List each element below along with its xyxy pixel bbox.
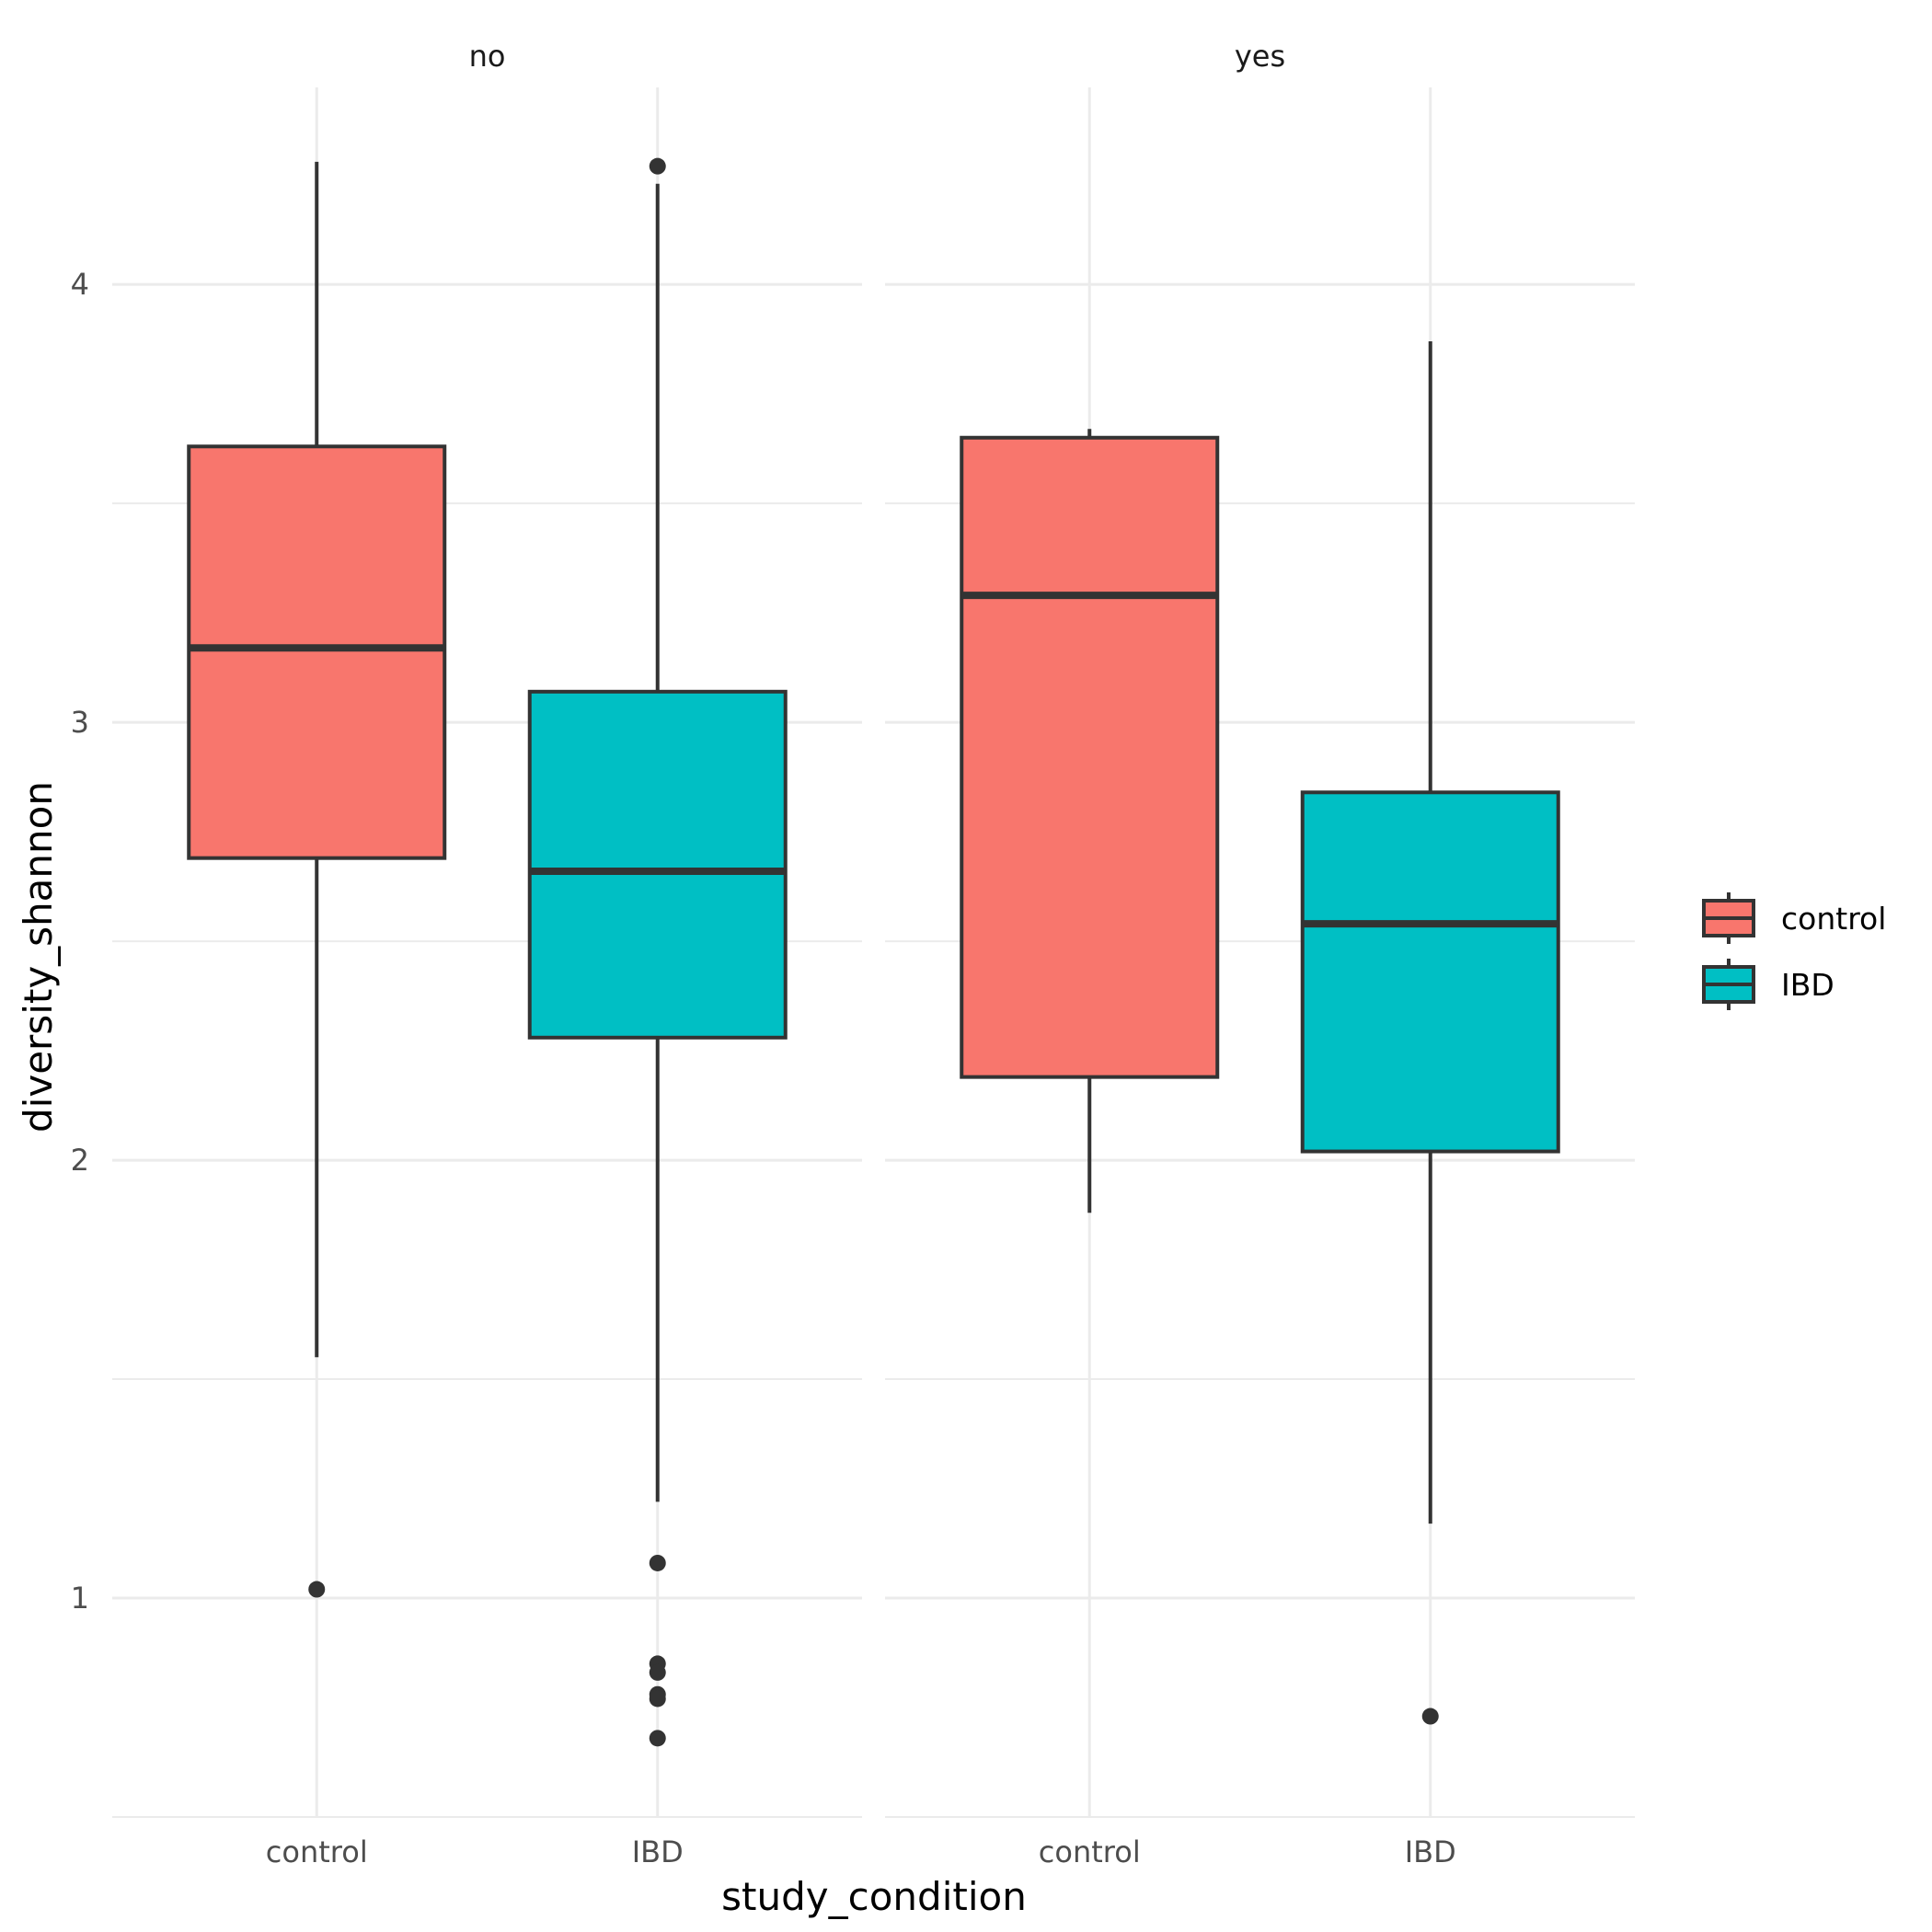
facet-strip-yes: yes (1235, 39, 1285, 74)
outlier-point (649, 157, 666, 175)
box-body (1300, 790, 1560, 1154)
x-tick-label-control: control (1039, 1834, 1141, 1869)
legend-label: IBD (1781, 967, 1834, 1003)
x-tick-label-control: control (266, 1834, 368, 1869)
x-axis-tick-labels: control IBD control IBD (266, 1834, 1456, 1869)
outlier-point (649, 1554, 666, 1571)
legend: control IBD (1702, 892, 1886, 1010)
x-tick-label-IBD: IBD (1405, 1834, 1456, 1869)
box-body (527, 689, 788, 1040)
outlier-point (649, 1730, 666, 1747)
facet-strip-labels: no yes (469, 39, 1286, 74)
y-tick-label: 1 (71, 1581, 89, 1616)
outlier-point (1421, 1708, 1439, 1725)
y-tick-label: 4 (71, 267, 89, 302)
facet-strip-no: no (469, 39, 506, 74)
y-tick-label: 3 (71, 705, 89, 740)
y-tick-label: 2 (71, 1143, 89, 1178)
x-axis-title: study_condition (721, 1874, 1027, 1919)
box-no-IBD (527, 157, 788, 1747)
box-body (960, 435, 1220, 1079)
x-tick-label-IBD: IBD (632, 1834, 684, 1869)
outlier-point (649, 1690, 666, 1708)
y-axis-title: diversity_shannon (16, 781, 61, 1133)
facet-panels (112, 87, 1635, 1818)
box-body (187, 444, 447, 860)
y-axis-tick-labels: 1 2 3 4 (71, 267, 89, 1616)
outlier-point (649, 1663, 666, 1681)
box-yes-IBD (1300, 341, 1560, 1725)
legend-item-IBD: IBD (1702, 959, 1834, 1010)
facet-panel-no (112, 87, 862, 1818)
outlier-point (308, 1581, 326, 1598)
box-no-control (187, 161, 447, 1598)
box-yes-control (960, 429, 1220, 1213)
legend-label: control (1781, 901, 1886, 937)
facet-panel-yes (885, 87, 1635, 1818)
legend-item-control: control (1702, 892, 1886, 944)
